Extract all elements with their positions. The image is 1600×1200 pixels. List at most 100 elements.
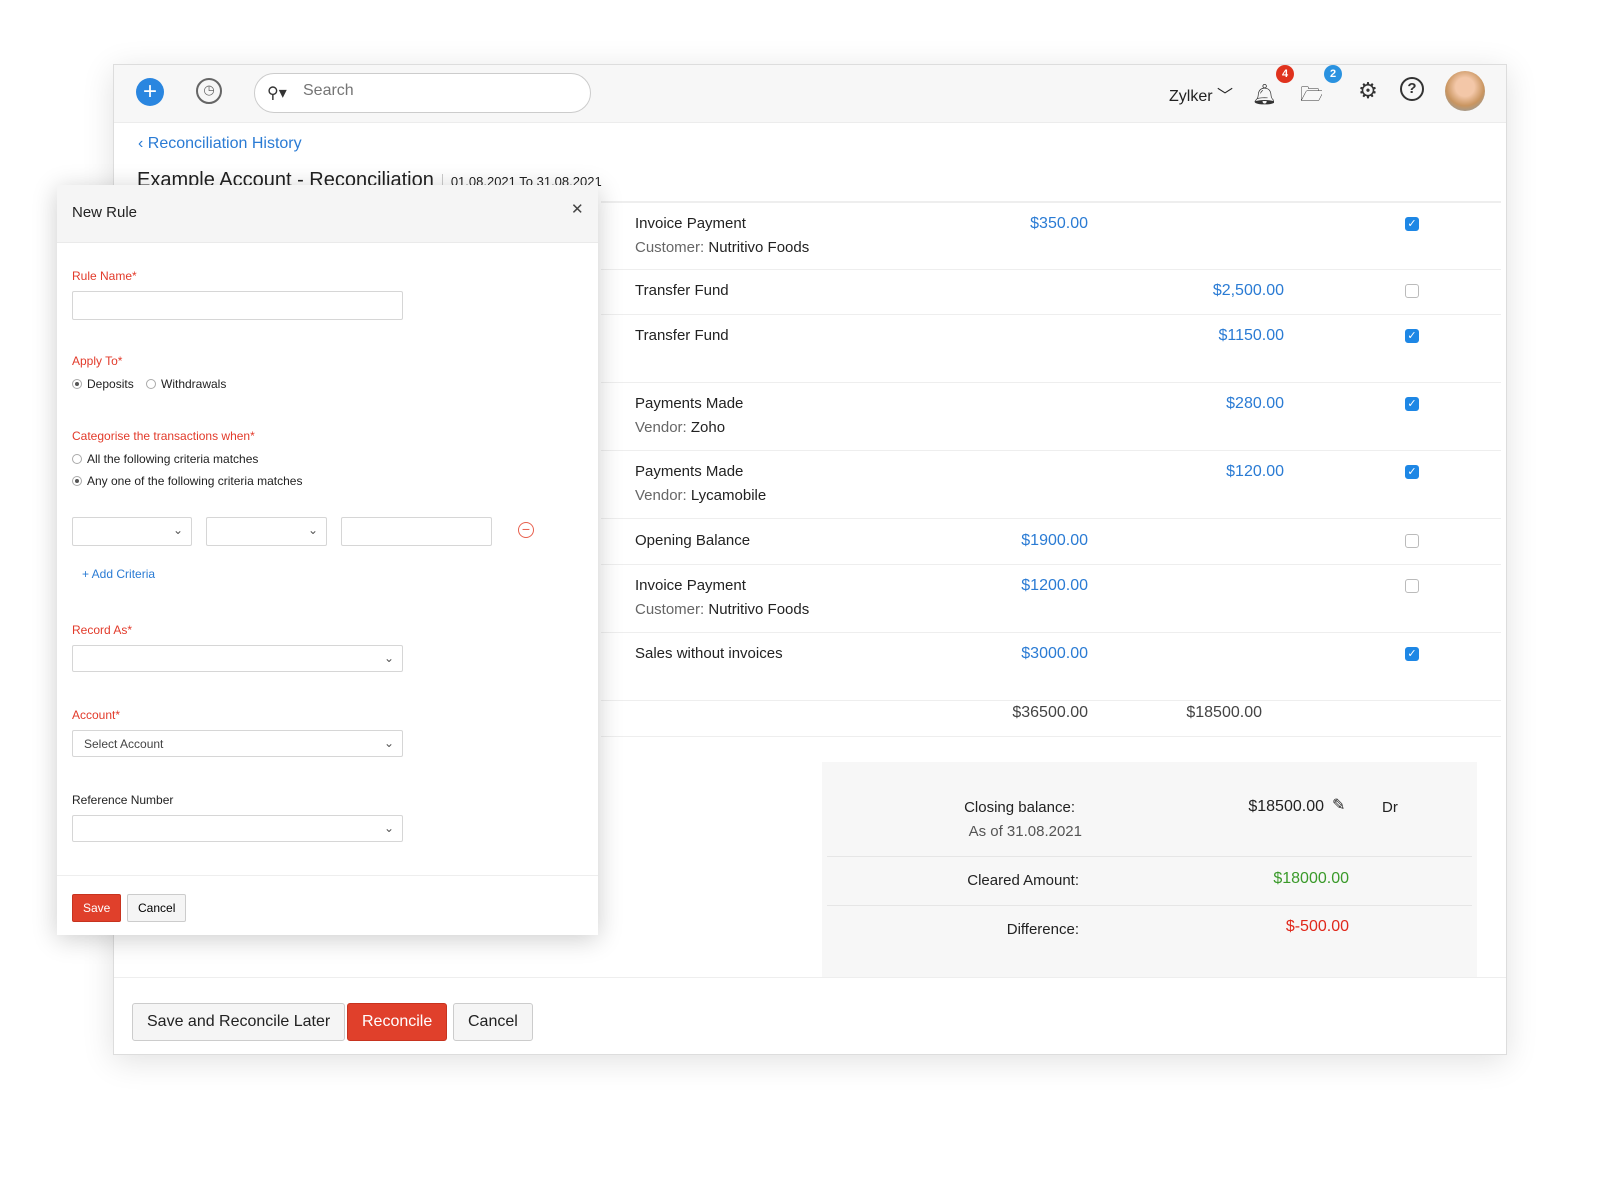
org-name: Zylker (1169, 88, 1213, 105)
add-icon[interactable]: + (136, 78, 164, 106)
top-bar: + ◷ ⚲▾ Zylker ﹀ 🔔︎ 4 🗁 2 ⚙ ? (114, 65, 1506, 123)
transaction-party: Vendor: Zoho (635, 419, 725, 436)
closing-type: Dr (1382, 799, 1398, 816)
account-select[interactable]: Select Account ⌄ (72, 730, 403, 757)
deposit-amount: $3000.00 (1021, 645, 1088, 662)
deposit-amount: $350.00 (1030, 215, 1088, 232)
row-checkbox[interactable]: ✓ (1405, 465, 1419, 479)
avatar[interactable] (1445, 71, 1485, 111)
record-as-select[interactable]: ⌄ (72, 645, 403, 672)
transaction-name: Transfer Fund (635, 327, 729, 344)
remove-criteria-icon[interactable]: − (518, 522, 534, 538)
cleared-value: $18000.00 (1273, 870, 1349, 887)
transaction-name: Sales without invoices (635, 645, 783, 662)
row-checkbox[interactable] (1405, 284, 1419, 298)
bell-icon[interactable]: 🔔︎ (1252, 84, 1274, 106)
chevron-down-icon: ⌄ (172, 523, 183, 537)
save-and-reconcile-later-button[interactable]: Save and Reconcile Later (132, 1003, 346, 1041)
cleared-label: Cleared Amount: (967, 872, 1079, 889)
categorise-label: Categorise the transactions when* (72, 429, 255, 443)
row-checkbox[interactable]: ✓ (1405, 217, 1419, 231)
closing-date: As of 31.08.2021 (968, 823, 1082, 840)
withdrawal-amount: $1150.00 (1218, 327, 1284, 344)
closing-label: Closing balance: (964, 799, 1075, 816)
party-label: Customer: (635, 601, 705, 618)
history-icon[interactable]: ◷ (196, 78, 222, 104)
withdrawal-amount: $120.00 (1226, 463, 1284, 480)
radio-withdrawals[interactable]: Withdrawals (146, 377, 226, 391)
difference-value: $-500.00 (1285, 918, 1349, 935)
withdrawal-amount: $280.00 (1226, 395, 1284, 412)
org-switcher[interactable]: Zylker ﹀ (1169, 88, 1234, 105)
folder-icon[interactable]: 🗁 (1300, 84, 1322, 106)
withdrawals-label: Withdrawals (161, 377, 227, 391)
radio-any-criteria[interactable]: Any one of the following criteria matche… (72, 474, 302, 488)
divider (601, 201, 1501, 203)
transaction-name: Invoice Payment (635, 215, 746, 232)
row-checkbox[interactable] (1405, 579, 1419, 593)
apply-to-label: Apply To* (72, 354, 123, 368)
modal-cancel-button[interactable]: Cancel (127, 894, 187, 922)
summary-panel: Closing balance: As of 31.08.2021 $18500… (822, 762, 1477, 977)
row-checkbox[interactable]: ✓ (1405, 647, 1419, 661)
add-criteria-link[interactable]: + Add Criteria (82, 567, 156, 581)
difference-label: Difference: (1006, 921, 1079, 938)
radio-icon (146, 379, 156, 389)
divider (827, 856, 1472, 857)
modal-header: New Rule ✕ (57, 185, 598, 243)
any-criteria-label: Any one of the following criteria matche… (87, 474, 303, 488)
divider (57, 875, 598, 876)
withdrawal-amount: $2,500.00 (1212, 282, 1284, 299)
deposits-label: Deposits (87, 377, 134, 391)
pencil-icon[interactable]: ✎ (1332, 797, 1346, 814)
radio-icon (72, 454, 82, 464)
row-checkbox[interactable] (1405, 534, 1419, 548)
deposit-amount: $1200.00 (1021, 577, 1088, 594)
search-icon[interactable]: ⚲▾ (267, 85, 287, 102)
party-label: Customer: (635, 239, 705, 256)
party-label: Vendor: (635, 419, 687, 436)
save-button[interactable]: Save (72, 894, 122, 922)
criteria-operator-select[interactable]: ⌄ (206, 517, 327, 546)
transaction-party: Customer: Nutritivo Foods (635, 601, 809, 618)
radio-icon (72, 379, 82, 389)
help-icon[interactable]: ? (1400, 77, 1424, 101)
cancel-button[interactable]: Cancel (453, 1003, 533, 1041)
close-icon[interactable]: ✕ (571, 201, 584, 218)
criteria-value-input[interactable] (341, 517, 492, 546)
radio-icon (72, 476, 82, 486)
reference-select[interactable]: ⌄ (72, 815, 403, 842)
transaction-name: Payments Made (635, 395, 744, 412)
rule-name-input[interactable] (72, 291, 403, 320)
record-as-label: Record As* (72, 623, 133, 637)
transaction-name: Opening Balance (635, 532, 751, 549)
row-checkbox[interactable]: ✓ (1405, 397, 1419, 411)
radio-all-criteria[interactable]: All the following criteria matches (72, 452, 258, 466)
transaction-party: Customer: Nutritivo Foods (635, 239, 809, 256)
search-input[interactable] (303, 82, 563, 100)
table-row: Payments Made Vendor: Lycamobile $120.00… (601, 451, 1501, 519)
criteria-field-select[interactable]: ⌄ (72, 517, 192, 546)
reconcile-button[interactable]: Reconcile (347, 1003, 448, 1041)
table-row: Sales without invoices $3000.00 ✓ (601, 633, 1501, 701)
back-link[interactable]: ‹ Reconciliation History (138, 135, 302, 152)
table-row: Invoice Payment Customer: Nutritivo Food… (601, 565, 1501, 633)
account-label: Account* (72, 708, 121, 722)
party-value: Zoho (690, 419, 726, 436)
files-badge: 2 (1324, 65, 1342, 83)
deposit-amount: $1900.00 (1021, 532, 1088, 549)
transaction-name: Invoice Payment (635, 577, 746, 594)
new-rule-modal: New Rule ✕ Rule Name* Apply To* Deposits… (57, 185, 598, 935)
divider (601, 736, 1501, 737)
reference-label: Reference Number (72, 793, 174, 807)
rule-name-label: Rule Name* (72, 269, 137, 283)
total-withdrawals: $18500.00 (1186, 704, 1262, 721)
transaction-name: Payments Made (635, 463, 744, 480)
table-row: Transfer Fund $1150.00 ✓ (601, 315, 1501, 383)
gear-icon[interactable]: ⚙ (1358, 78, 1378, 103)
chevron-down-icon: ⌄ (383, 821, 394, 835)
radio-deposits[interactable]: Deposits (72, 377, 134, 391)
row-checkbox[interactable]: ✓ (1405, 329, 1419, 343)
closing-value: $18500.00 (1248, 798, 1324, 815)
account-value: Select Account (84, 737, 164, 751)
